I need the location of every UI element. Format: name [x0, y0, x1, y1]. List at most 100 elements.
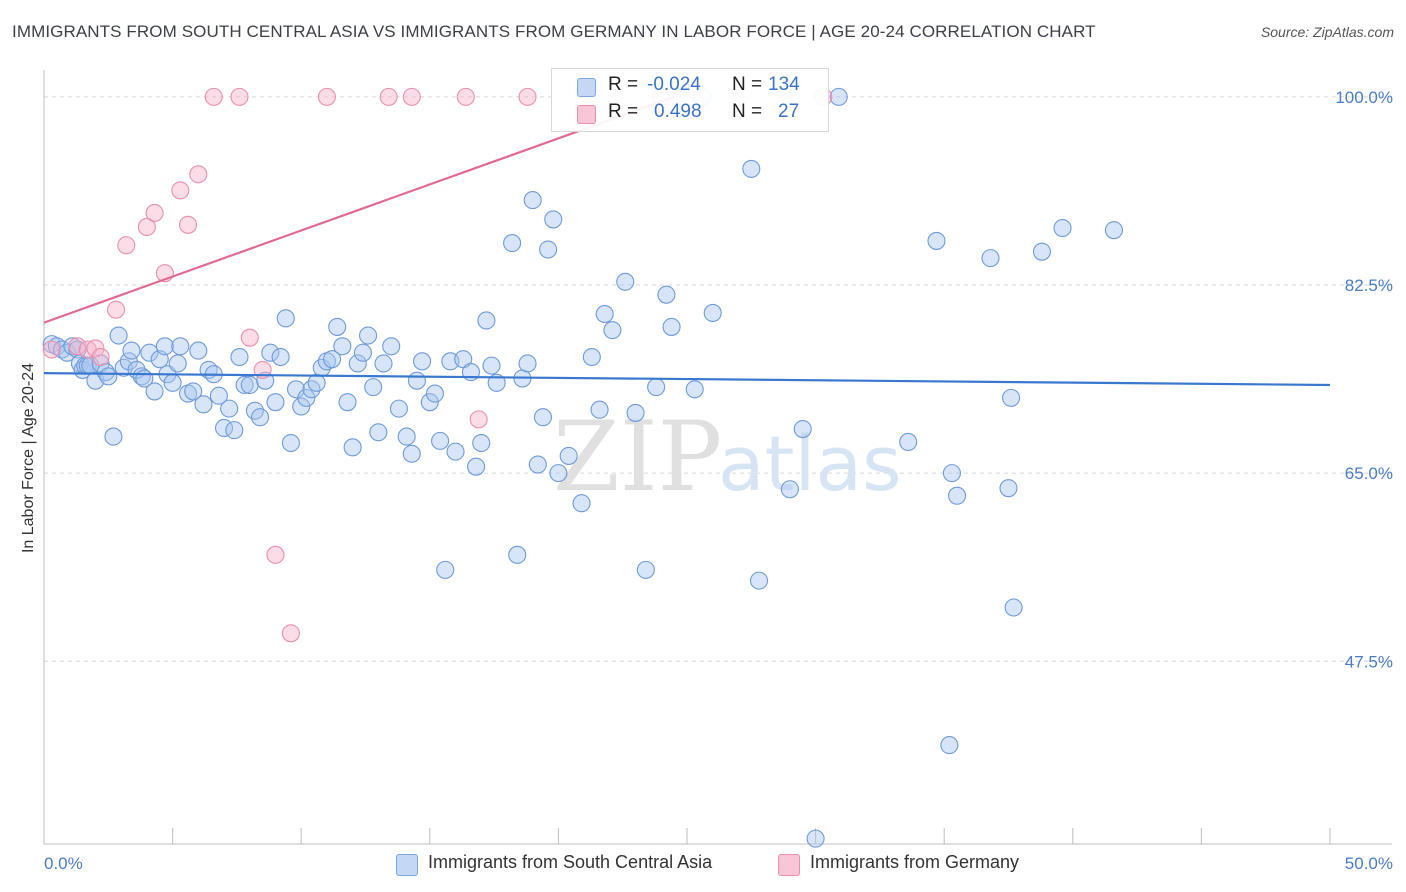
data-point: [353, 343, 372, 362]
data-point: [572, 494, 591, 513]
data-point: [99, 367, 118, 386]
y-tick-label: 47.5%: [1345, 652, 1393, 671]
data-point: [140, 343, 159, 362]
data-point: [209, 386, 228, 405]
data-point: [189, 341, 208, 360]
data-point: [266, 545, 285, 564]
data-point: [544, 210, 563, 229]
data-point: [369, 423, 388, 442]
data-point: [86, 339, 105, 358]
data-point: [292, 397, 311, 416]
stats-legend-row-germany: R = 0.498 N = 27: [552, 101, 828, 127]
data-point: [379, 87, 398, 106]
data-point: [178, 215, 198, 234]
data-point: [549, 464, 568, 483]
data-point: [338, 393, 357, 412]
legend-n-label: N =: [732, 101, 763, 122]
data-point: [240, 328, 259, 347]
data-point: [220, 399, 239, 418]
data-point: [47, 337, 66, 356]
y-axis-label: In Labor Force | Age 20-24: [20, 363, 37, 553]
data-point: [539, 240, 558, 259]
data-point: [487, 373, 506, 392]
source-label: Source: ZipAtlas.com: [1260, 24, 1394, 40]
data-point: [518, 87, 537, 106]
data-point: [590, 400, 609, 419]
data-point: [446, 442, 465, 461]
data-point: [250, 408, 270, 427]
data-point: [276, 309, 295, 328]
data-point: [1104, 221, 1124, 240]
data-point: [402, 87, 421, 106]
data-point: [780, 480, 799, 499]
data-point: [407, 371, 426, 390]
data-point: [899, 432, 918, 452]
data-point: [364, 378, 383, 397]
data-point: [582, 347, 601, 367]
data-point: [456, 87, 475, 106]
data-point: [1004, 598, 1023, 617]
data-point: [1032, 242, 1051, 261]
data-point: [68, 337, 87, 356]
data-point: [145, 203, 164, 223]
legend-n-label: N =: [732, 74, 763, 95]
data-point: [104, 427, 123, 446]
data-point: [281, 624, 300, 643]
data-point: [171, 181, 190, 200]
data-point: [374, 354, 393, 373]
data-point: [389, 399, 408, 418]
data-point: [271, 347, 290, 367]
data-point: [359, 326, 378, 345]
data-point: [382, 337, 401, 356]
stats-legend-row-south-central-asia: R = -0.024 N = 134: [552, 74, 828, 100]
data-point: [261, 343, 280, 362]
data-point: [240, 375, 259, 395]
data-point: [472, 433, 491, 453]
x-tick-labels: 0.0% 50.0%: [44, 854, 1393, 873]
data-point: [194, 395, 213, 414]
watermark: ZIP atlas: [553, 401, 902, 513]
data-point: [595, 304, 614, 324]
data-point: [616, 272, 635, 291]
data-point: [431, 431, 450, 450]
data-point: [266, 393, 285, 412]
data-point: [523, 191, 542, 210]
data-point: [91, 347, 110, 367]
data-point: [204, 87, 223, 106]
data-point: [806, 829, 825, 848]
data-point: [829, 87, 848, 106]
legend-swatch-pink: [778, 854, 800, 876]
data-point: [703, 303, 722, 323]
data-point: [42, 340, 61, 359]
data-point: [662, 317, 681, 336]
legend-r-label: R =: [608, 74, 639, 95]
data-point: [467, 457, 486, 476]
data-point: [281, 433, 300, 453]
legend-n-value: 134: [768, 74, 800, 95]
chart-title: IMMIGRANTS FROM SOUTH CENTRAL ASIA VS IM…: [12, 22, 1096, 41]
data-point: [225, 421, 244, 440]
data-point: [425, 384, 444, 403]
data-point: [469, 410, 488, 429]
data-point: [122, 341, 141, 360]
data-point: [793, 419, 812, 439]
data-point: [999, 479, 1018, 498]
data-point: [749, 571, 769, 590]
data-point: [397, 427, 416, 446]
data-point: [230, 347, 249, 367]
data-point: [742, 159, 761, 178]
data-point: [528, 455, 547, 474]
data-point: [559, 446, 578, 465]
data-point: [981, 249, 1000, 268]
data-point: [109, 326, 128, 345]
data-point: [518, 354, 537, 373]
legend-label: Immigrants from Germany: [810, 852, 1020, 872]
data-point: [402, 444, 421, 463]
legend-label: Immigrants from South Central Asia: [428, 852, 713, 872]
data-point: [184, 382, 203, 401]
axes: [43, 70, 1392, 845]
data-point: [420, 393, 439, 412]
data-point: [230, 87, 249, 106]
data-point: [1002, 388, 1021, 407]
data-point: [235, 375, 254, 395]
